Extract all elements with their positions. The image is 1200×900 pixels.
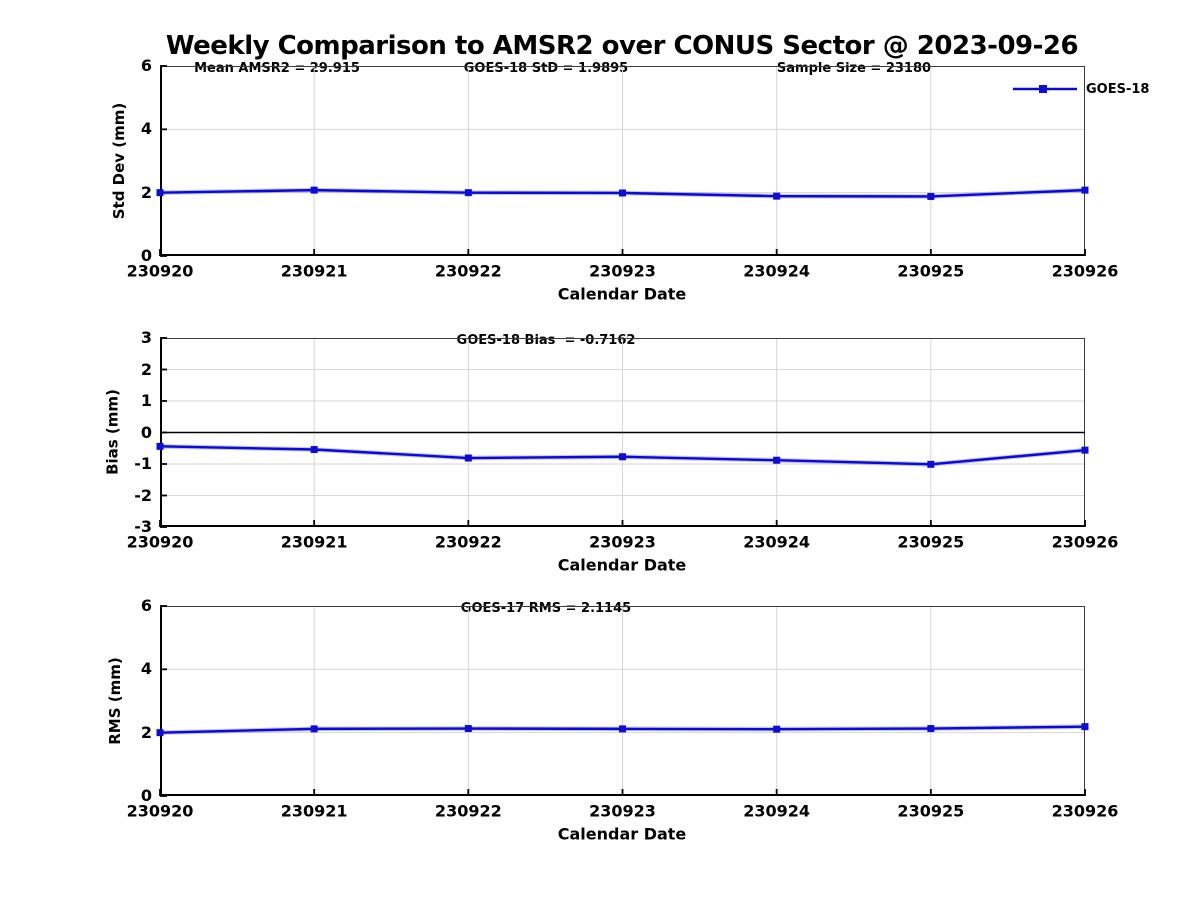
x-tick-label: 230921 xyxy=(280,801,348,821)
y-tick-label: 0 xyxy=(140,422,152,442)
data-point-marker xyxy=(773,725,781,733)
annotation-mean-amsr2: Mean AMSR2 = 29.915 xyxy=(194,61,360,76)
ylabel-rms: RMS (mm) xyxy=(106,657,124,745)
data-point-marker xyxy=(1081,446,1089,454)
data-point-marker xyxy=(773,192,781,200)
y-tick-label: 2 xyxy=(140,182,152,202)
data-point-marker xyxy=(619,725,626,733)
annotation-goes17-rms: GOES-17 RMS = 2.1145 xyxy=(460,601,632,616)
y-tick-label: 4 xyxy=(140,659,152,679)
x-tick-label: 230924 xyxy=(743,261,811,281)
y-tick-label: -1 xyxy=(134,454,152,473)
xlabel-calendar-date-2: Calendar Date xyxy=(557,555,687,575)
data-point-marker xyxy=(156,189,164,197)
xlabel-calendar-date-1: Calendar Date xyxy=(557,284,687,304)
x-tick-label: 230924 xyxy=(743,532,811,552)
x-tick-label: 230922 xyxy=(434,801,502,821)
data-point-marker xyxy=(156,729,164,737)
y-tick-label: 3 xyxy=(140,328,152,347)
data-point-marker xyxy=(1081,186,1089,194)
data-point-marker xyxy=(1081,723,1089,731)
y-tick-label: 1 xyxy=(140,391,152,410)
ylabel-std-dev: Std Dev (mm) xyxy=(110,102,128,220)
annotation-sample-size: Sample Size = 23180 xyxy=(776,61,932,76)
x-tick-label: 230925 xyxy=(897,801,965,821)
x-tick-label: 230922 xyxy=(434,532,502,552)
x-tick-label: 230923 xyxy=(589,261,656,281)
x-tick-label: 230924 xyxy=(743,801,811,821)
x-tick-label: 230922 xyxy=(434,261,502,281)
data-point-marker xyxy=(927,192,935,200)
data-point-marker xyxy=(464,189,472,197)
data-point-marker xyxy=(927,725,935,733)
x-tick-label: 230925 xyxy=(897,532,965,552)
annotation-goes18-bias: GOES-18 Bias = -0.7162 xyxy=(456,333,636,348)
y-tick-label: 6 xyxy=(140,596,152,615)
data-point-marker xyxy=(773,456,781,464)
x-tick-label: 230920 xyxy=(126,532,194,552)
data-point-marker xyxy=(156,442,164,450)
x-tick-label: 230920 xyxy=(126,261,194,281)
y-tick-label: -3 xyxy=(134,517,152,536)
data-point-marker xyxy=(464,454,472,462)
x-tick-label: 230926 xyxy=(1051,801,1119,821)
y-tick-label: 0 xyxy=(140,786,152,805)
y-tick-label: 6 xyxy=(140,56,152,75)
data-point-marker xyxy=(310,446,318,454)
data-point-marker xyxy=(927,460,935,468)
x-tick-label: 230921 xyxy=(280,261,348,281)
y-tick-label: 0 xyxy=(140,246,152,265)
y-tick-label: 4 xyxy=(140,119,152,139)
y-tick-label: 2 xyxy=(140,722,152,742)
data-point-marker xyxy=(310,725,318,733)
data-point-marker xyxy=(619,453,626,461)
annotation-goes18-std: GOES-18 StD = 1.9895 xyxy=(463,61,629,76)
data-point-marker xyxy=(464,725,472,733)
xlabel-calendar-date-3: Calendar Date xyxy=(557,824,687,844)
y-tick-label: -2 xyxy=(134,485,152,505)
legend-line-marker-icon xyxy=(1013,85,1077,93)
data-point-marker xyxy=(310,186,318,194)
x-tick-label: 230923 xyxy=(589,801,656,821)
figure-title: Weekly Comparison to AMSR2 over CONUS Se… xyxy=(165,31,1079,61)
x-tick-label: 230923 xyxy=(589,532,656,552)
y-tick-label: 2 xyxy=(140,359,152,379)
x-tick-label: 230926 xyxy=(1051,532,1119,552)
x-tick-label: 230926 xyxy=(1051,261,1119,281)
legend: GOES-18 xyxy=(1013,81,1149,97)
data-point-marker xyxy=(619,189,626,197)
x-tick-label: 230925 xyxy=(897,261,965,281)
x-tick-label: 230920 xyxy=(126,801,194,821)
x-tick-label: 230921 xyxy=(280,532,348,552)
legend-label: GOES-18 xyxy=(1086,81,1150,97)
